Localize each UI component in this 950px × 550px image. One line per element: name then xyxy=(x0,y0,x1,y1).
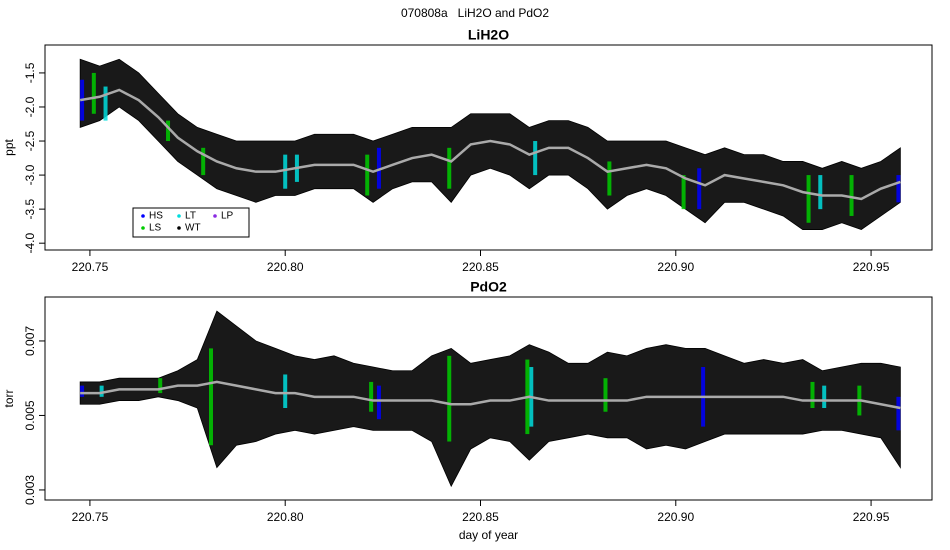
sample-cluster xyxy=(103,86,108,121)
panel-title: PdO2 xyxy=(470,279,507,295)
sample-cluster xyxy=(283,374,288,408)
legend-label: LS xyxy=(149,223,162,234)
plot-frame xyxy=(44,296,933,501)
plot-frame xyxy=(44,44,933,251)
x-tick-label: 220.80 xyxy=(267,260,304,274)
sample-cluster xyxy=(533,141,538,176)
y-tick-label: 0.005 xyxy=(23,400,37,430)
legend-marker xyxy=(177,214,181,218)
x-tick-label: 220.75 xyxy=(72,260,109,274)
figure-title: 070808a LiH2O and PdO2 xyxy=(401,6,549,20)
y-axis-label: ppt xyxy=(2,138,16,155)
sample-cluster xyxy=(376,147,381,189)
y-axis-label: torr xyxy=(2,389,16,407)
sample-cluster xyxy=(896,396,901,431)
sample-cluster xyxy=(806,175,811,223)
sample-cluster xyxy=(849,175,854,216)
smooth-line xyxy=(80,380,901,410)
sample-cluster xyxy=(697,168,702,210)
x-tick-label: 220.90 xyxy=(657,510,694,524)
legend-label: LT xyxy=(185,211,196,222)
signal-band xyxy=(79,58,901,231)
sample-cluster xyxy=(201,147,206,176)
x-axis-label: day of year xyxy=(459,528,518,542)
y-tick-label: -2.0 xyxy=(23,96,37,117)
sample-cluster xyxy=(607,161,612,196)
y-tick-label: -3.0 xyxy=(23,164,37,185)
sample-cluster xyxy=(818,175,823,210)
legend-label: LP xyxy=(221,211,234,222)
signal-band xyxy=(79,310,901,488)
y-tick-label: 0.007 xyxy=(23,326,37,356)
sample-cluster xyxy=(376,385,381,420)
x-tick-label: 220.85 xyxy=(462,260,499,274)
sample-cluster xyxy=(447,355,452,442)
x-tick-label: 220.90 xyxy=(657,260,694,274)
sample-cluster xyxy=(365,154,370,196)
sample-cluster xyxy=(80,385,85,397)
sample-cluster xyxy=(99,385,104,397)
sample-cluster xyxy=(283,154,288,189)
y-tick-label: -4.0 xyxy=(23,233,37,254)
panel-title: LiH2O xyxy=(468,27,509,43)
legend-label: WT xyxy=(185,223,201,234)
sample-cluster xyxy=(158,378,163,394)
x-tick-label: 220.80 xyxy=(267,510,304,524)
sample-cluster xyxy=(369,381,374,412)
sample-cluster xyxy=(447,147,452,189)
legend-marker xyxy=(213,214,217,218)
legend-marker xyxy=(141,226,145,230)
legend-label: HS xyxy=(149,211,163,222)
sample-cluster xyxy=(896,175,901,203)
sample-cluster xyxy=(681,175,686,210)
smooth-line xyxy=(79,88,901,201)
sample-cluster xyxy=(166,120,171,142)
sample-cluster xyxy=(208,348,213,446)
legend-box xyxy=(132,207,250,238)
legend-marker xyxy=(141,214,145,218)
sample-cluster xyxy=(810,381,815,408)
y-tick-label: -2.5 xyxy=(23,130,37,151)
x-tick-label: 220.85 xyxy=(462,510,499,524)
legend-marker xyxy=(177,226,181,230)
x-tick-label: 220.95 xyxy=(853,510,890,524)
x-tick-label: 220.95 xyxy=(853,260,890,274)
y-tick-label: 0.003 xyxy=(23,475,37,505)
y-tick-label: -1.5 xyxy=(23,62,37,83)
sample-cluster xyxy=(822,385,827,408)
sample-cluster xyxy=(603,378,608,412)
x-tick-label: 220.75 xyxy=(72,510,109,524)
sample-cluster xyxy=(91,72,96,114)
y-tick-label: -3.5 xyxy=(23,198,37,219)
